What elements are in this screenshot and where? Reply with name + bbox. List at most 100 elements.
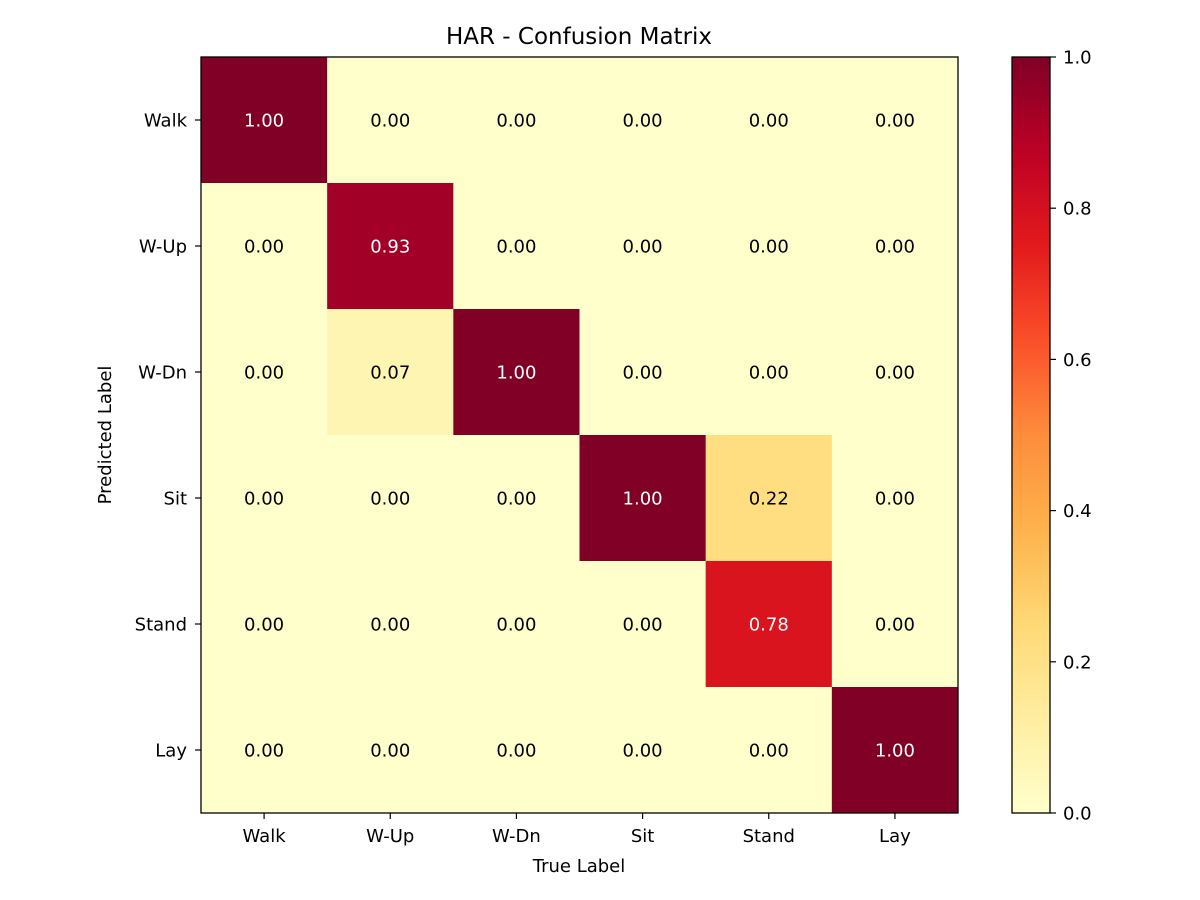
heatmap-cell — [201, 435, 328, 562]
x-tick-label: Walk — [243, 826, 287, 847]
cell-value-label: 0.07 — [370, 363, 410, 384]
heatmap-cell — [579, 687, 707, 814]
heatmap-cell — [453, 183, 580, 310]
cell-value-label: 0.00 — [623, 237, 663, 258]
x-tick-label: Lay — [879, 826, 911, 847]
colorbar-tick-label: 0.8 — [1063, 199, 1092, 220]
cell-value-label: 0.00 — [244, 489, 284, 510]
cell-value-label: 0.00 — [875, 363, 915, 384]
cell-value-label: 0.00 — [370, 741, 410, 762]
y-tick-label: Lay — [155, 741, 187, 762]
heatmap-cell — [201, 561, 328, 688]
heatmap-cell — [831, 561, 959, 688]
heatmap-cell — [201, 57, 328, 184]
heatmap-cell — [579, 183, 707, 310]
x-axis-label: True Label — [532, 856, 626, 877]
cell-value-label: 0.22 — [749, 489, 789, 510]
cell-value-label: 0.00 — [496, 615, 536, 636]
cell-value-label: 0.00 — [623, 363, 663, 384]
heatmap-cell — [705, 309, 833, 436]
y-tick-label: W-Dn — [138, 363, 187, 384]
colorbar-frame — [1011, 56, 1051, 814]
heatmap-cell — [705, 435, 833, 562]
cell-value-label: 0.00 — [875, 237, 915, 258]
cell-value-label: 1.00 — [496, 363, 536, 384]
y-tick-label: W-Up — [139, 237, 187, 258]
cell-value-label: 0.00 — [244, 237, 284, 258]
cell-value-label: 1.00 — [875, 741, 915, 762]
heatmap-cell — [579, 435, 707, 562]
cell-value-label: 0.78 — [749, 615, 789, 636]
heatmap-cell — [201, 309, 328, 436]
heatmap-cell — [453, 309, 580, 436]
y-tick-label: Sit — [164, 489, 187, 510]
y-tick-label: Stand — [135, 615, 187, 636]
heatmap-cell — [453, 57, 580, 184]
heatmap-cell — [705, 687, 833, 814]
x-tick-label: Sit — [631, 826, 654, 847]
heatmap-cell — [327, 435, 454, 562]
cell-value-label: 0.00 — [370, 615, 410, 636]
y-axis-label: Predicted Label — [95, 366, 116, 505]
heatmap-cell — [327, 309, 454, 436]
cell-value-label: 0.00 — [875, 489, 915, 510]
heatmap-cell — [705, 183, 833, 310]
cell-value-label: 0.00 — [370, 489, 410, 510]
cell-value-label: 0.00 — [496, 111, 536, 132]
cell-value-label: 0.00 — [496, 489, 536, 510]
colorbar-tick-label: 1.0 — [1063, 48, 1092, 69]
heatmap-cell — [579, 309, 707, 436]
heatmap-cell — [579, 57, 707, 184]
y-axis-ticks: Walk W-Up W-Dn Sit Stand Lay — [135, 111, 201, 762]
colorbar-tick-label: 0.2 — [1063, 652, 1092, 673]
cell-value-label: 1.00 — [623, 489, 663, 510]
colorbar-tick-label: 0.0 — [1063, 804, 1092, 825]
colorbar-ticks: 0.0 0.2 0.4 0.6 0.8 1.0 — [1050, 48, 1092, 825]
heatmap-cell — [705, 57, 833, 184]
plot-frame — [200, 56, 959, 814]
colorbar: 0.0 0.2 0.4 0.6 0.8 1.0 — [1011, 48, 1092, 825]
heatmap-cells: 1.00 0.00 0.00 0.00 0.00 0.00 0.00 0.93 0.00 0.00… — [201, 57, 959, 814]
heatmap-cell — [831, 183, 959, 310]
heatmap-cell — [201, 183, 328, 310]
heatmap-cell — [453, 561, 580, 688]
cell-value-label: 0.00 — [749, 363, 789, 384]
x-tick-label: W-Dn — [492, 826, 541, 847]
heatmap-cell — [831, 687, 959, 814]
chart-title: HAR - Confusion Matrix — [446, 24, 712, 50]
cell-value-label: 0.00 — [244, 615, 284, 636]
heatmap-cell — [327, 561, 454, 688]
cell-value-label: 0.00 — [623, 741, 663, 762]
x-tick-label: Stand — [743, 826, 795, 847]
heatmap-cell — [705, 561, 833, 688]
cell-value-label: 0.00 — [623, 111, 663, 132]
cell-value-label: 0.00 — [496, 237, 536, 258]
cell-value-label: 0.00 — [749, 741, 789, 762]
cell-value-label: 0.00 — [749, 237, 789, 258]
heatmap-cell — [453, 687, 580, 814]
heatmap-cell — [831, 57, 959, 184]
cell-value-label: 0.00 — [244, 741, 284, 762]
heatmap-cell — [327, 687, 454, 814]
y-tick-label: Walk — [144, 111, 188, 132]
colorbar-tick-label: 0.4 — [1063, 501, 1092, 522]
cell-value-label: 0.00 — [370, 111, 410, 132]
heatmap-cell — [327, 183, 454, 310]
colorbar-tick-label: 0.6 — [1063, 350, 1092, 371]
cell-value-label: 0.00 — [496, 741, 536, 762]
heatmap-cell — [831, 435, 959, 562]
cell-value-label: 0.00 — [875, 615, 915, 636]
cell-value-label: 0.00 — [875, 111, 915, 132]
cell-value-label: 0.00 — [623, 615, 663, 636]
cell-value-label: 0.00 — [749, 111, 789, 132]
x-tick-label: W-Up — [366, 826, 414, 847]
heatmap-cell — [453, 435, 580, 562]
heatmap-cell — [831, 309, 959, 436]
heatmap-cell — [201, 687, 328, 814]
colorbar-gradient — [1012, 57, 1050, 813]
heatmap-cell — [327, 57, 454, 184]
cell-value-label: 1.00 — [244, 111, 284, 132]
cell-value-label: 0.00 — [244, 363, 284, 384]
heatmap-cell — [579, 561, 707, 688]
